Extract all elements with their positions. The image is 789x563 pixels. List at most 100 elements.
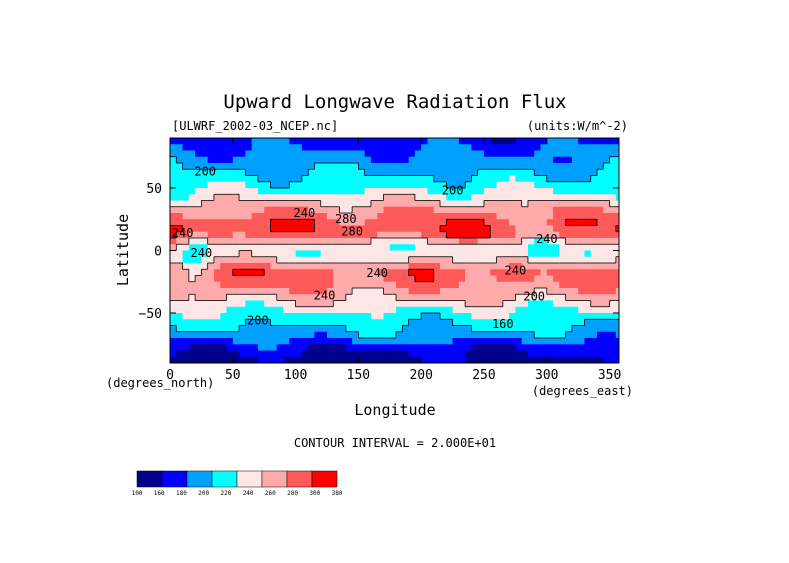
field-cell bbox=[471, 169, 479, 177]
field-cell bbox=[364, 275, 372, 283]
field-cell bbox=[534, 338, 542, 345]
field-cell bbox=[584, 150, 592, 158]
field-cell bbox=[333, 263, 341, 270]
field-cell bbox=[590, 175, 598, 183]
field-cell bbox=[364, 213, 372, 220]
field-cell bbox=[370, 331, 378, 339]
field-cell bbox=[257, 150, 265, 158]
field-cell bbox=[301, 306, 309, 314]
field-cell bbox=[477, 319, 485, 327]
field-cell bbox=[195, 206, 202, 214]
field-cell bbox=[295, 350, 303, 358]
field-cell bbox=[352, 138, 359, 145]
field-cell bbox=[578, 281, 586, 289]
field-cell bbox=[609, 138, 617, 145]
field-cell bbox=[578, 263, 586, 270]
field-cell bbox=[477, 219, 485, 227]
contour-interval-label: CONTOUR INTERVAL = 2.000E+01 bbox=[294, 436, 496, 450]
x-tick-label: 50 bbox=[225, 368, 241, 383]
field-cell bbox=[396, 200, 403, 208]
field-cell bbox=[364, 250, 372, 258]
field-cell bbox=[176, 206, 184, 214]
field-cell bbox=[220, 213, 228, 220]
field-cell bbox=[515, 275, 523, 283]
field-cell bbox=[483, 319, 491, 327]
x-tick-label: 0 bbox=[166, 368, 174, 383]
field-cell bbox=[195, 269, 202, 277]
field-cell bbox=[257, 256, 265, 264]
field-cell bbox=[584, 175, 592, 183]
field-cell bbox=[364, 238, 372, 245]
field-cell bbox=[565, 219, 573, 227]
field-cell bbox=[333, 250, 341, 258]
field-cell bbox=[213, 156, 221, 164]
field-cell bbox=[383, 231, 391, 239]
field-cell bbox=[502, 300, 510, 308]
field-cell bbox=[584, 300, 592, 308]
field-cell bbox=[289, 200, 297, 208]
field-cell bbox=[264, 200, 272, 208]
field-cell bbox=[477, 231, 485, 239]
field-cell bbox=[314, 144, 322, 152]
field-cell bbox=[471, 325, 479, 333]
contour-lines bbox=[170, 156, 619, 339]
field-cell bbox=[207, 331, 215, 339]
field-cell bbox=[440, 156, 447, 164]
field-cell bbox=[220, 175, 228, 183]
field-cell bbox=[565, 331, 573, 339]
field-cell bbox=[515, 231, 523, 239]
field-cell bbox=[559, 281, 567, 289]
field-cell bbox=[414, 138, 422, 145]
field-cell bbox=[396, 238, 403, 245]
field-cell bbox=[239, 269, 246, 277]
field-cell bbox=[370, 213, 378, 220]
field-cell bbox=[584, 138, 592, 145]
field-cell bbox=[578, 275, 586, 283]
field-cell bbox=[440, 344, 447, 352]
field-cell bbox=[427, 344, 435, 352]
field-cell bbox=[427, 356, 435, 363]
field-cell bbox=[553, 281, 560, 289]
field-cell bbox=[603, 313, 611, 320]
field-cell bbox=[251, 231, 259, 239]
field-cell bbox=[509, 325, 516, 333]
field-cell bbox=[458, 275, 466, 283]
field-cell bbox=[521, 275, 529, 283]
field-cell bbox=[170, 213, 177, 220]
field-cell bbox=[370, 288, 378, 295]
field-cell bbox=[176, 175, 184, 183]
field-cell bbox=[521, 150, 529, 158]
field-cell bbox=[320, 213, 328, 220]
field-cell bbox=[308, 288, 316, 295]
field-cell bbox=[195, 181, 202, 189]
field-cell bbox=[182, 163, 190, 170]
field-cell bbox=[345, 294, 353, 302]
field-cell bbox=[220, 200, 228, 208]
field-cell bbox=[452, 300, 460, 308]
field-cell bbox=[559, 313, 567, 320]
field-cell bbox=[553, 319, 560, 327]
field-cell bbox=[433, 144, 441, 152]
field-cell bbox=[195, 281, 202, 289]
field-cell bbox=[540, 156, 548, 164]
field-cell bbox=[471, 288, 479, 295]
field-cell bbox=[226, 206, 234, 214]
field-cell bbox=[603, 225, 611, 233]
field-cell bbox=[195, 294, 202, 302]
field-cell bbox=[232, 269, 240, 277]
field-cell bbox=[553, 244, 560, 252]
field-cell bbox=[207, 325, 215, 333]
field-cell bbox=[408, 263, 416, 270]
field-cell bbox=[396, 163, 403, 170]
field-cell bbox=[553, 194, 560, 202]
field-cell bbox=[364, 306, 372, 314]
field-cell bbox=[483, 306, 491, 314]
field-cell bbox=[383, 338, 391, 345]
field-cell bbox=[239, 213, 246, 220]
field-cell bbox=[257, 275, 265, 283]
field-cell bbox=[389, 213, 397, 220]
field-cell bbox=[239, 219, 246, 227]
field-cell bbox=[578, 194, 586, 202]
field-cell bbox=[358, 300, 366, 308]
field-cell bbox=[314, 238, 322, 245]
